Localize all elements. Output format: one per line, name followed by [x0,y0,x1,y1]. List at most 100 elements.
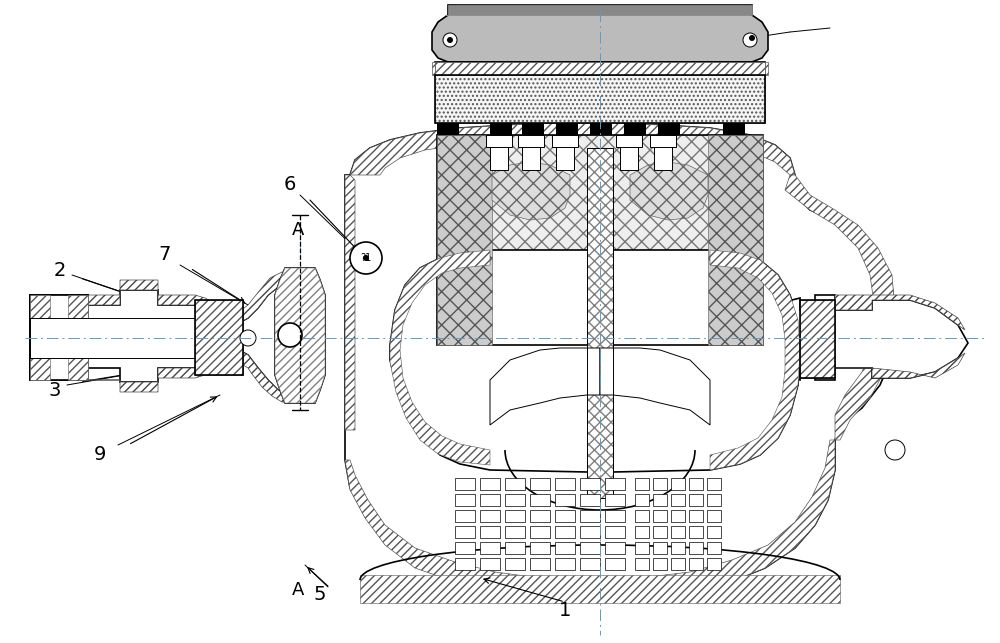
Bar [689,558,703,570]
Bar [530,494,550,506]
Polygon shape [785,175,895,440]
Bar [616,135,642,147]
Bar [552,135,578,147]
Bar [435,75,765,123]
Bar [653,558,667,570]
Text: 7: 7 [159,246,171,264]
Bar [671,478,685,490]
Bar [505,510,525,522]
Bar [707,478,721,490]
Bar [707,510,721,522]
Bar [654,135,672,170]
Bar [518,135,544,147]
Polygon shape [630,162,708,220]
Bar [689,494,703,506]
Bar [530,542,550,554]
Polygon shape [492,162,570,220]
Circle shape [278,323,302,347]
Polygon shape [432,5,768,62]
Bar [671,526,685,538]
Text: 6: 6 [284,176,296,194]
Polygon shape [710,250,800,470]
Circle shape [363,255,369,261]
Polygon shape [30,283,322,395]
Bar [707,494,721,506]
Bar [635,542,649,554]
Bar [620,135,638,170]
Bar [480,494,500,506]
Bar [671,494,685,506]
Bar [455,558,475,570]
Bar [707,542,721,554]
Text: 5: 5 [314,586,326,604]
Bar [605,478,625,490]
Bar [505,526,525,538]
Bar [556,123,578,135]
Bar [195,300,243,375]
Bar [522,135,540,170]
Bar [671,542,685,554]
Bar [658,123,680,135]
Bar [624,123,646,135]
Bar [671,558,685,570]
Circle shape [885,440,905,460]
Polygon shape [88,272,322,325]
Bar [653,478,667,490]
Bar [480,526,500,538]
Polygon shape [788,295,968,380]
Bar [555,542,575,554]
Bar [455,510,475,522]
Bar [30,318,230,358]
Bar [605,558,625,570]
Bar [653,542,667,554]
Bar [530,478,550,490]
Bar [653,510,667,522]
Bar [455,478,475,490]
Circle shape [743,33,757,47]
Bar [30,295,50,380]
Text: 2: 2 [54,260,66,280]
Polygon shape [275,268,325,403]
Polygon shape [275,268,325,403]
Bar [555,558,575,570]
Bar [490,123,512,135]
Bar [555,510,575,522]
Bar [689,510,703,522]
Bar [480,542,500,554]
Bar [635,526,649,538]
Polygon shape [835,295,965,330]
Bar [635,510,649,522]
Bar [505,494,525,506]
Bar [653,526,667,538]
Bar [435,75,765,123]
Bar [605,526,625,538]
Bar [437,135,763,345]
Polygon shape [390,250,800,472]
Polygon shape [445,5,752,15]
Bar [437,135,763,345]
Bar [555,494,575,506]
Polygon shape [835,353,965,378]
Bar [671,510,685,522]
Polygon shape [88,348,322,403]
Bar [505,542,525,554]
Bar [435,62,765,75]
Bar [689,478,703,490]
Bar [587,148,613,498]
Polygon shape [490,348,600,425]
Bar [689,526,703,538]
Bar [556,135,574,170]
Bar [580,478,600,490]
Bar [555,526,575,538]
Bar [605,542,625,554]
Bar [653,494,667,506]
Bar [605,510,625,522]
Polygon shape [345,123,895,598]
Bar [689,542,703,554]
Bar [605,494,625,506]
Bar [455,542,475,554]
Text: A: A [292,581,304,599]
Polygon shape [600,348,710,425]
Circle shape [350,242,382,274]
Bar [707,526,721,538]
